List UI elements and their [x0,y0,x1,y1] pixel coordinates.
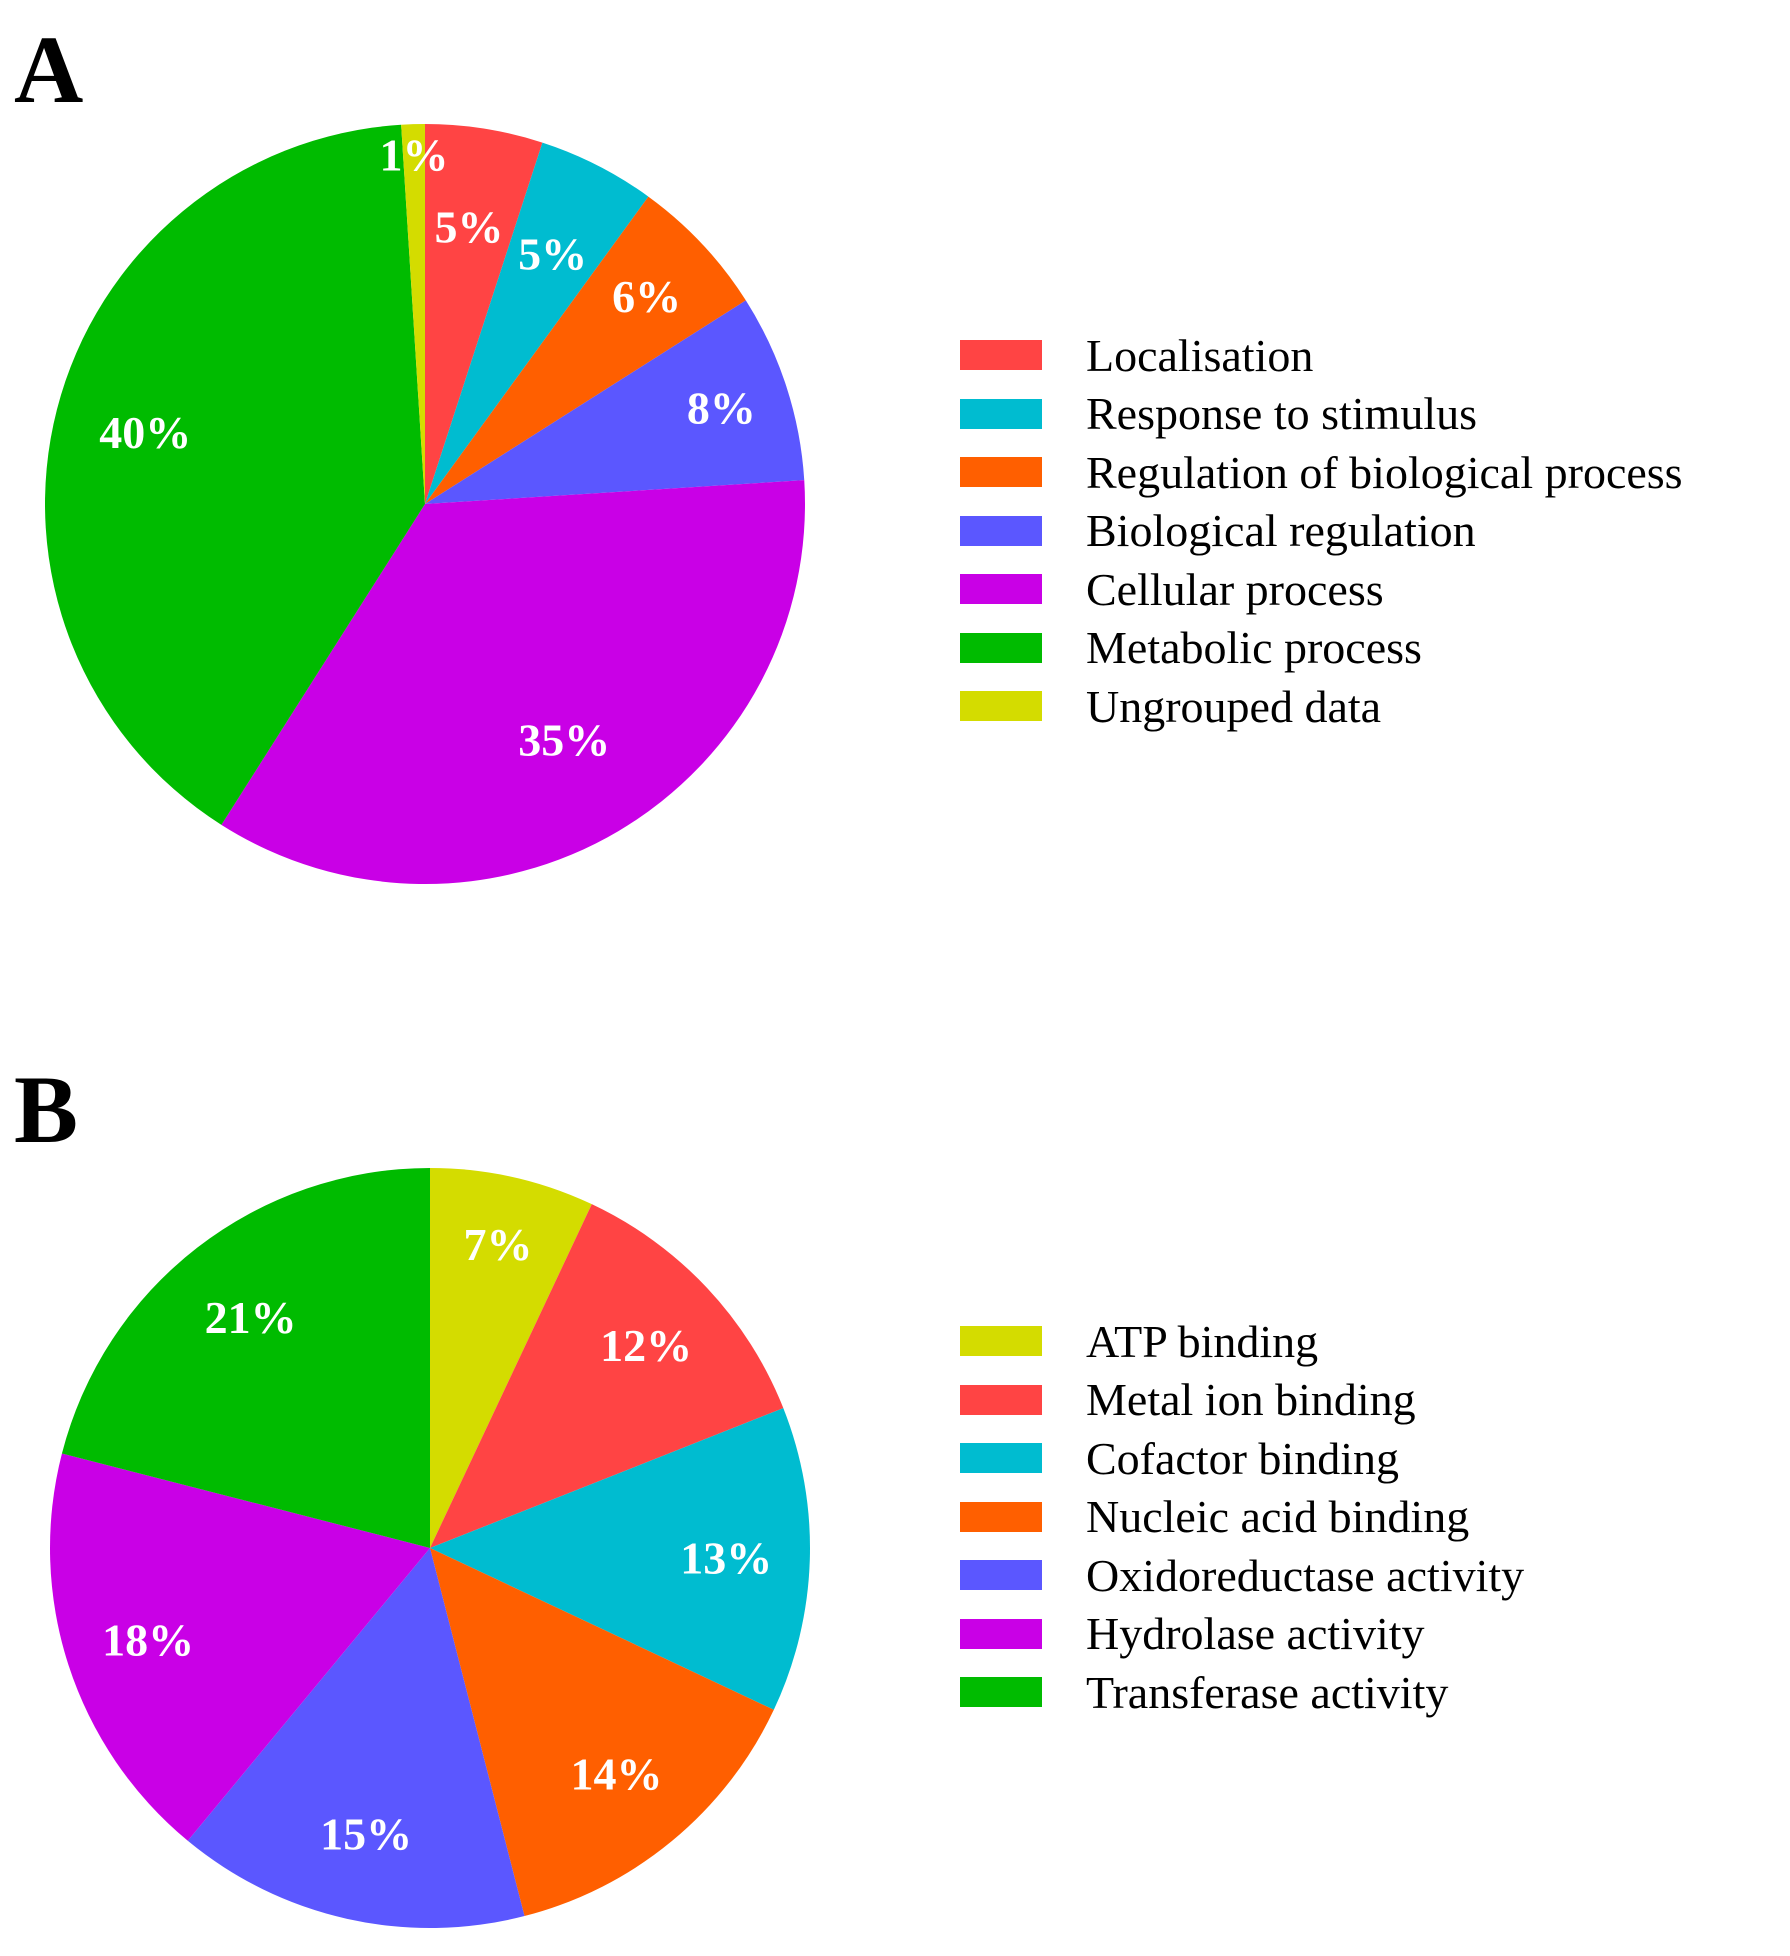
pie-b-slice-label-6: 21% [205,1292,297,1343]
pie-b-slice-label-4: 15% [320,1809,412,1860]
pie-a-slice-label-5: 40% [99,407,191,458]
legend-b-item: Transferase activity [960,1663,1524,1722]
pie-b-slice-1 [430,1204,784,1548]
pie-b-slice-2 [430,1408,810,1710]
legend-b-swatch-3 [960,1501,1042,1532]
legend-b-item: Nucleic acid binding [960,1488,1524,1547]
pie-b-slice-label-2: 13% [680,1532,772,1583]
legend-a-label-5: Metabolic process [1086,622,1422,674]
panel-letter-a: A [14,16,84,123]
legend-a-label-4: Cellular process [1086,563,1384,615]
legend-b-swatch-6 [960,1677,1042,1708]
pie-b-slices [49,1168,810,1928]
pie-a-slice-label-4: 35% [518,714,610,765]
pie-b-slice-5 [49,1453,430,1841]
legend-a-swatch-1 [960,398,1042,429]
legend-b-swatch-0 [960,1326,1042,1357]
legend-a-label-2: Regulation of biological process [1086,446,1683,498]
legend-b-label-6: Transferase activity [1086,1666,1449,1718]
legend-b-swatch-1 [960,1384,1042,1415]
pie-b-slice-label-0: 7% [463,1219,532,1270]
legend-a: Localisation Response to stimulus Regulati… [960,326,1683,736]
pie-a-slice-label-2: 6% [612,271,681,322]
pie-a-slice-1 [425,142,649,505]
pie-a-slice-0 [425,124,543,504]
pie-b-slice-label-1: 12% [600,1320,692,1371]
legend-a-item: Regulation of biological process [960,443,1683,502]
pie-b-labels: 7% 12% 13% 14% 15% 18% 21% [102,1219,772,1860]
legend-a-item: Cellular process [960,560,1683,619]
pie-b-slice-3 [430,1548,774,1917]
legend-b-label-5: Hydrolase activity [1086,1608,1425,1660]
pie-b-slice-6 [61,1168,430,1548]
legend-a-swatch-3 [960,515,1042,546]
legend-a-item: Ungrouped data [960,677,1683,736]
legend-a-label-1: Response to stimulus [1086,388,1478,440]
legend-b-label-1: Metal ion binding [1086,1374,1416,1426]
legend-a-item: Biological regulation [960,502,1683,561]
legend-b-label-2: Cofactor binding [1086,1432,1399,1484]
legend-a-item: Response to stimulus [960,385,1683,444]
legend-b-swatch-5 [960,1618,1042,1649]
legend-b-swatch-2 [960,1443,1042,1474]
legend-a-item: Localisation [960,326,1683,385]
panel-letter-b: B [14,1056,79,1163]
pie-b-slice-label-3: 14% [571,1748,663,1799]
legend-a-swatch-2 [960,457,1042,488]
legend-a-swatch-5 [960,632,1042,663]
legend-b-label-3: Nucleic acid binding [1086,1491,1470,1543]
legend-a-swatch-0 [960,340,1042,371]
legend-b-swatch-4 [960,1560,1042,1591]
pie-a-slice-3 [425,300,805,504]
pie-a-slice-label-1: 5% [518,228,587,279]
legend-a-swatch-4 [960,574,1042,605]
legend-a-label-3: Biological regulation [1086,505,1476,557]
pie-a-labels: 5% 5% 6% 8% 35% 40% 1% [99,130,756,766]
legend-a-label-6: Ungrouped data [1086,680,1382,732]
pie-a-slice-label-0: 5% [434,201,503,252]
pie-a-slice-label-3: 8% [687,383,756,434]
legend-b-label-0: ATP binding [1086,1315,1319,1367]
legend-b: ATP binding Metal ion binding Cofactor bin… [960,1312,1524,1722]
legend-b-item: Oxidoreductase activity [960,1546,1524,1605]
pie-b-slice-0 [430,1168,592,1548]
pie-b-slice-4 [187,1548,525,1928]
legend-a-item: Metabolic process [960,619,1683,678]
legend-b-item: Metal ion binding [960,1371,1524,1430]
legend-a-label-0: Localisation [1086,329,1314,381]
legend-a-swatch-6 [960,691,1042,722]
pie-a-slices [44,124,806,884]
pie-a-slice-5 [44,124,426,825]
pie-a-slice-6 [401,124,425,504]
pie-b-slice-label-5: 18% [102,1615,194,1666]
pie-a-slice-label-6: 1% [380,130,449,181]
legend-b-item: ATP binding [960,1312,1524,1371]
pie-a-slice-4 [221,480,806,884]
pie-a-slice-2 [425,196,746,504]
legend-b-item: Cofactor binding [960,1429,1524,1488]
legend-b-label-4: Oxidoreductase activity [1086,1549,1525,1601]
legend-b-item: Hydrolase activity [960,1605,1524,1664]
